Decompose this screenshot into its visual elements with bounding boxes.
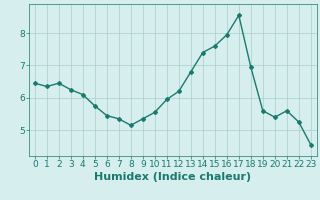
X-axis label: Humidex (Indice chaleur): Humidex (Indice chaleur)	[94, 172, 252, 182]
